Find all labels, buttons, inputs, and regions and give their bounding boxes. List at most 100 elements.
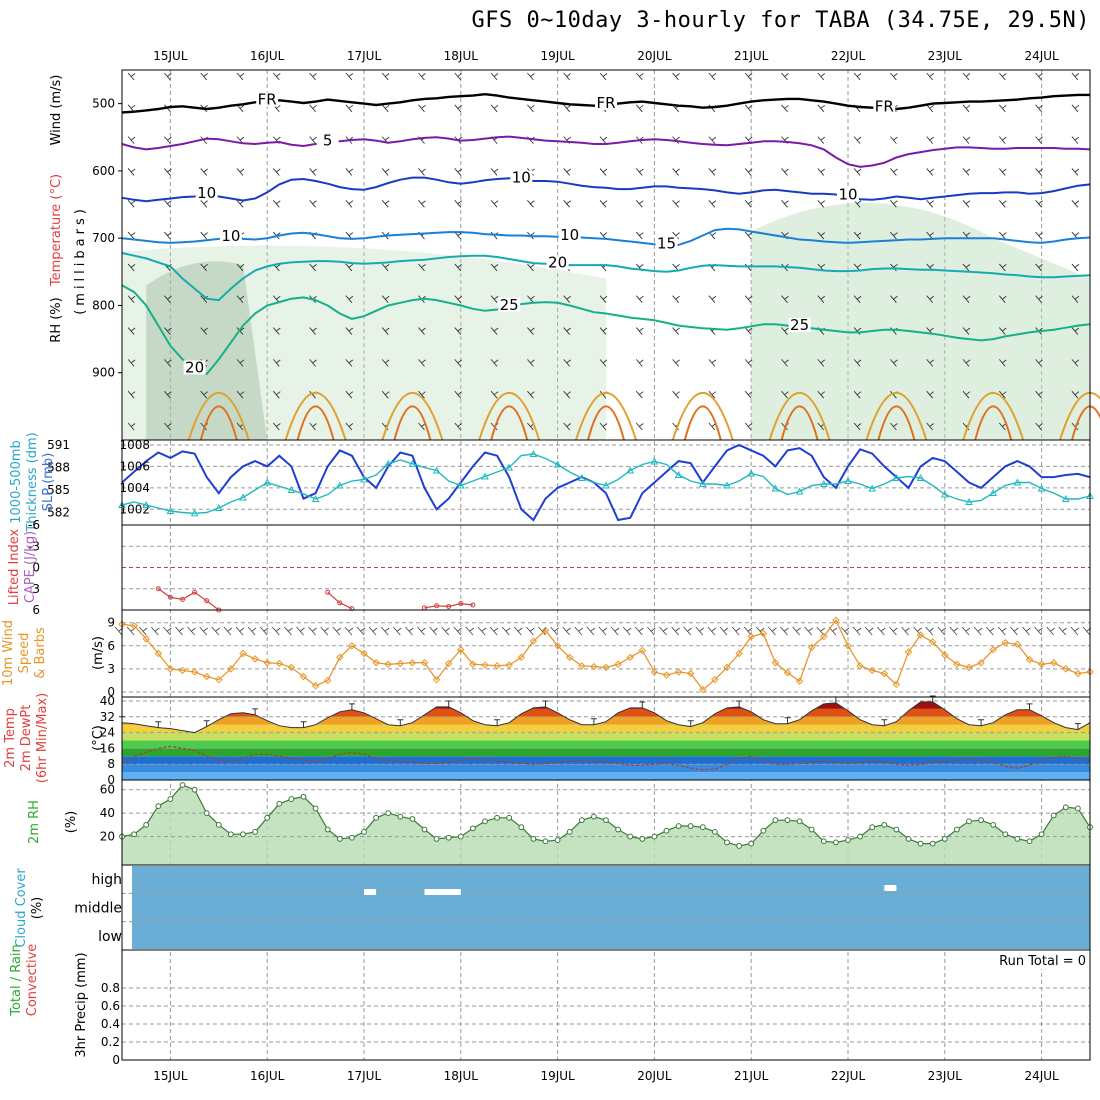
wind-barb bbox=[200, 199, 208, 208]
rh-marker bbox=[1038, 831, 1045, 838]
temp-label-line: (6hr Min/Max) bbox=[35, 693, 50, 783]
x-tick-label-top: 21JUL bbox=[734, 49, 769, 63]
rh-marker bbox=[857, 833, 863, 840]
wind-barb bbox=[164, 422, 172, 431]
contour-label: FR bbox=[596, 94, 615, 112]
rh-marker bbox=[494, 814, 501, 821]
wind-barb bbox=[890, 168, 898, 176]
thickness-marker bbox=[1013, 478, 1022, 486]
wind-barb bbox=[345, 168, 354, 176]
wind-barb bbox=[708, 168, 717, 176]
wind-barb bbox=[309, 359, 317, 367]
rh-marker bbox=[1026, 838, 1033, 845]
wind-barb bbox=[527, 359, 535, 367]
wind10-marker bbox=[311, 682, 320, 690]
wind-barb bbox=[817, 390, 826, 399]
surface-wind-barb bbox=[344, 626, 354, 636]
rh-marker bbox=[542, 838, 549, 845]
contour-label-bg bbox=[183, 360, 206, 375]
wind10-marker bbox=[202, 672, 211, 681]
wind-barb bbox=[672, 359, 680, 367]
y-tick-label: 800 bbox=[92, 298, 115, 312]
y-tick-label: 0.8 bbox=[101, 981, 120, 995]
wind10-marker bbox=[578, 662, 586, 670]
wind10-label-line: & Barbs bbox=[33, 627, 48, 679]
wind10-marker bbox=[880, 669, 889, 678]
wind-barb bbox=[635, 168, 644, 176]
contour-label: 10 bbox=[512, 169, 531, 187]
surface-wind-barb bbox=[284, 626, 293, 636]
wind-barb bbox=[563, 422, 571, 431]
wind-barb bbox=[563, 359, 571, 367]
minmax-marker bbox=[300, 721, 307, 728]
wind-barb bbox=[998, 168, 1007, 176]
rh-marker bbox=[445, 834, 452, 841]
surface-wind-barb bbox=[332, 626, 342, 636]
wind-barb bbox=[236, 295, 245, 304]
contour-label-bg bbox=[219, 229, 242, 244]
surface-wind-barb bbox=[695, 626, 705, 636]
wind-barb bbox=[164, 199, 172, 208]
y-tick-label: 500 bbox=[92, 97, 115, 111]
li-line bbox=[327, 591, 353, 610]
wind10-marker bbox=[178, 666, 187, 675]
upper-air-label-group: Wind (m/s) Temperature (°C) RH (%) (milliba… bbox=[49, 75, 88, 343]
minmax-marker bbox=[736, 700, 743, 707]
wind10-marker bbox=[759, 629, 768, 638]
wind-barb bbox=[345, 327, 354, 335]
wind-barb bbox=[962, 72, 971, 81]
wind-barb bbox=[635, 359, 644, 367]
wind10-marker bbox=[989, 645, 997, 654]
surface-wind-barb bbox=[296, 626, 305, 636]
wind-barb bbox=[381, 390, 390, 399]
x-tick-label-bottom: 22JUL bbox=[831, 1069, 866, 1083]
y-tick-label: 582 bbox=[47, 506, 70, 520]
x-tick-label-top: 19JUL bbox=[540, 49, 575, 63]
rh-marker bbox=[978, 817, 984, 824]
surface-wind-barb bbox=[453, 626, 463, 636]
cloud-label-line: Cloud Cover bbox=[14, 868, 29, 948]
wind-barb bbox=[890, 359, 898, 367]
temp-band bbox=[122, 772, 1090, 780]
thickness-marker bbox=[819, 479, 828, 487]
surface-wind-barb bbox=[949, 626, 959, 636]
rh-marker bbox=[603, 817, 609, 824]
surface-wind-barb bbox=[961, 626, 971, 636]
x-tick-label-top: 20JUL bbox=[637, 49, 672, 63]
wind-barb bbox=[817, 295, 826, 304]
wind-barb bbox=[236, 72, 245, 81]
wind10-marker bbox=[602, 663, 610, 672]
surface-wind-barb bbox=[550, 626, 559, 636]
rh-marker bbox=[639, 836, 646, 842]
wind-barb bbox=[1071, 136, 1080, 144]
y-tick-label: 0.4 bbox=[101, 1017, 120, 1031]
wind-barb bbox=[1071, 327, 1080, 335]
wind10-marker bbox=[638, 646, 647, 655]
thickness-marker bbox=[384, 459, 393, 467]
surface-wind-barb bbox=[659, 626, 668, 636]
rh-marker bbox=[990, 821, 997, 828]
wind10-marker bbox=[505, 661, 513, 669]
rh-marker bbox=[457, 833, 464, 840]
wind-barb bbox=[164, 390, 172, 399]
wind10-marker bbox=[481, 661, 489, 669]
contour-label: FR bbox=[258, 91, 277, 109]
wind10-marker bbox=[372, 659, 380, 667]
isotherm-30 bbox=[671, 392, 734, 441]
contour-label: 25 bbox=[500, 296, 519, 314]
wind-barb bbox=[890, 263, 898, 272]
li-line bbox=[157, 588, 220, 611]
temp-label-line: 2m DewPt bbox=[19, 705, 34, 772]
wind10-marker bbox=[614, 660, 622, 668]
li-marker bbox=[180, 596, 185, 602]
wind-barb bbox=[744, 422, 753, 431]
contour-label-bg bbox=[873, 99, 896, 114]
rh-marker bbox=[954, 826, 960, 833]
contour-label-bg bbox=[546, 255, 569, 270]
temp-band bbox=[122, 724, 1090, 733]
precip-label-line: Convective bbox=[25, 944, 40, 1017]
y-tick-label: 40 bbox=[100, 694, 115, 708]
wind10-marker bbox=[795, 677, 804, 685]
wind-barb bbox=[926, 104, 934, 113]
wind10-marker bbox=[1062, 665, 1070, 673]
